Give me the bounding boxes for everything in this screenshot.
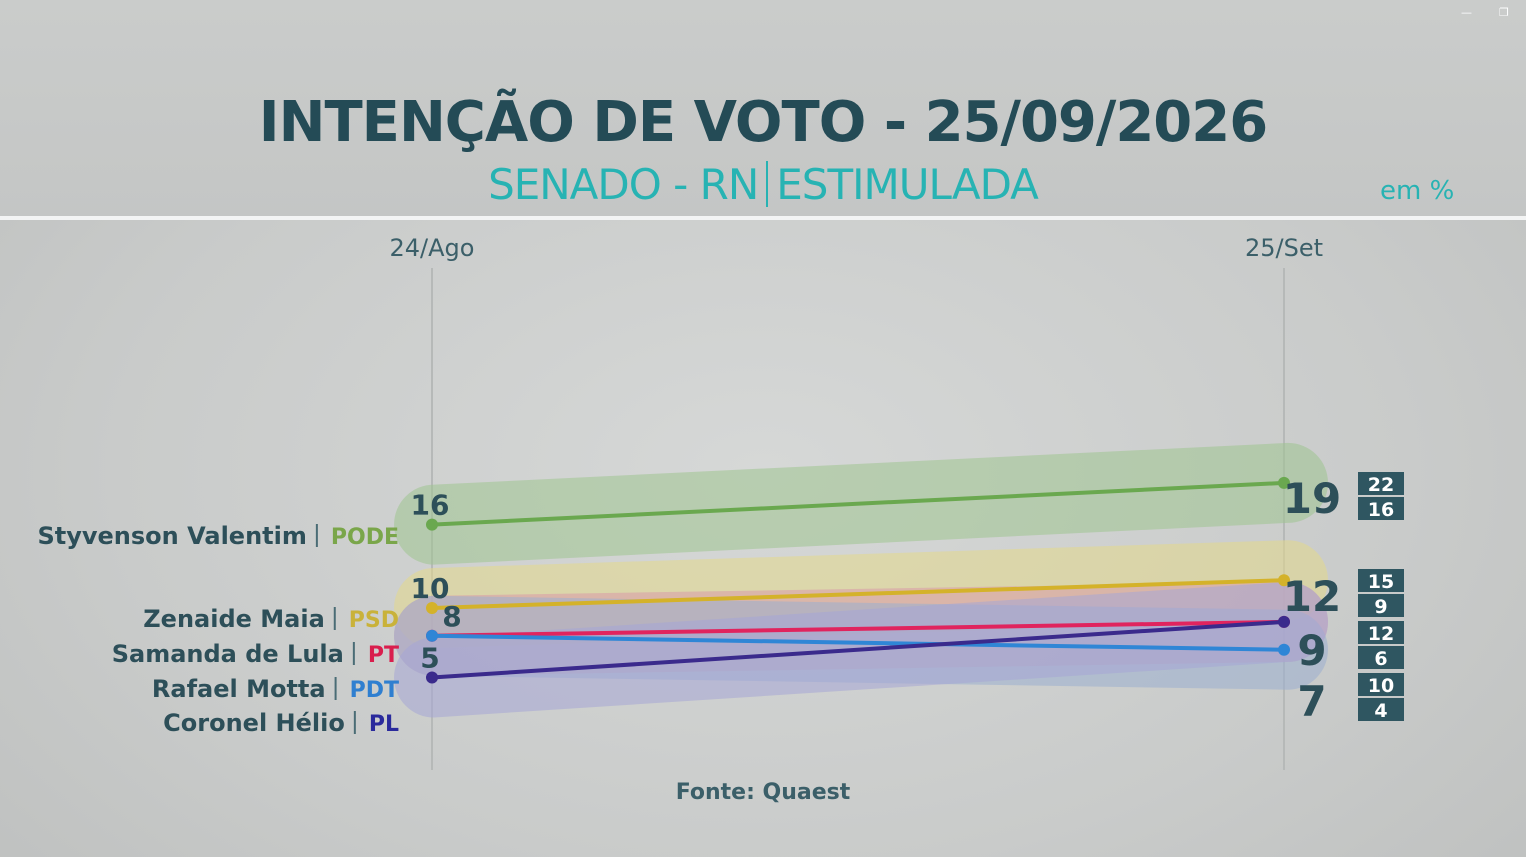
start-value-label: 5	[420, 642, 439, 675]
party-label: PT	[368, 643, 399, 668]
party-label: PODE	[331, 525, 399, 550]
range-box	[1358, 698, 1404, 721]
header-divider	[0, 216, 1526, 220]
range-box	[1358, 472, 1404, 495]
data-point	[426, 518, 438, 531]
end-value-label: 12	[1283, 572, 1341, 621]
x-tick-label: 25/Set	[1245, 234, 1323, 262]
range-box-value: 4	[1374, 700, 1387, 722]
end-value-label: 19	[1283, 474, 1341, 523]
range-box-value: 9	[1374, 596, 1387, 618]
party-label: PSD	[349, 608, 399, 633]
data-point	[1278, 476, 1290, 489]
range-box	[1358, 673, 1404, 696]
range-box-value: 12	[1368, 623, 1394, 645]
page-title: INTENÇÃO DE VOTO - 25/09/2026	[258, 90, 1268, 155]
range-box	[1358, 621, 1404, 644]
range-box-value: 22	[1368, 474, 1394, 496]
end-value-label: 7	[1297, 677, 1326, 726]
data-point	[1278, 615, 1290, 628]
header-background	[0, 0, 1526, 218]
range-box	[1358, 569, 1404, 592]
subtitle: SENADO - RN ESTIMULADA	[0, 160, 1526, 209]
range-box	[1358, 646, 1404, 669]
data-point	[426, 671, 438, 684]
start-value-label: 16	[411, 489, 450, 522]
subtitle-type: ESTIMULADA	[776, 160, 1039, 209]
series-line-0	[431, 480, 1285, 527]
start-value-label: 8	[442, 600, 461, 633]
subtitle-office: SENADO - RN	[488, 160, 759, 209]
range-box-value: 6	[1374, 648, 1387, 670]
x-tick-label: 24/Ago	[390, 234, 475, 262]
candidate-name-label: Styvenson Valentim	[37, 522, 306, 550]
start-value-label: 10	[411, 572, 450, 605]
data-point	[1278, 643, 1290, 656]
data-point	[1278, 574, 1290, 587]
candidate-name-label: Coronel Hélio	[163, 709, 345, 737]
minimize-icon[interactable]: —	[1461, 6, 1472, 19]
party-label: PL	[369, 712, 399, 737]
series-line-3	[431, 633, 1285, 652]
range-box-value: 15	[1368, 571, 1394, 593]
range-box	[1358, 594, 1404, 617]
candidate-name-label: Zenaide Maia	[143, 605, 325, 633]
range-box-value: 10	[1368, 675, 1394, 697]
range-box	[1358, 497, 1404, 520]
restore-icon[interactable]: ❐	[1499, 6, 1509, 19]
series-line-2	[431, 619, 1285, 638]
candidate-name-label: Samanda de Lula	[112, 640, 344, 668]
end-value-label: 9	[1297, 626, 1326, 675]
party-label: PDT	[350, 678, 399, 703]
data-point	[426, 629, 438, 642]
source-label: Fonte: Quaest	[675, 780, 851, 805]
unit-label: em %	[1380, 176, 1455, 206]
data-point	[426, 602, 438, 614]
range-box-value: 16	[1368, 499, 1394, 521]
series-line-4	[431, 619, 1285, 680]
subtitle-separator	[766, 161, 769, 207]
candidate-name-label: Rafael Motta	[152, 675, 326, 703]
series-line-1	[431, 578, 1285, 610]
